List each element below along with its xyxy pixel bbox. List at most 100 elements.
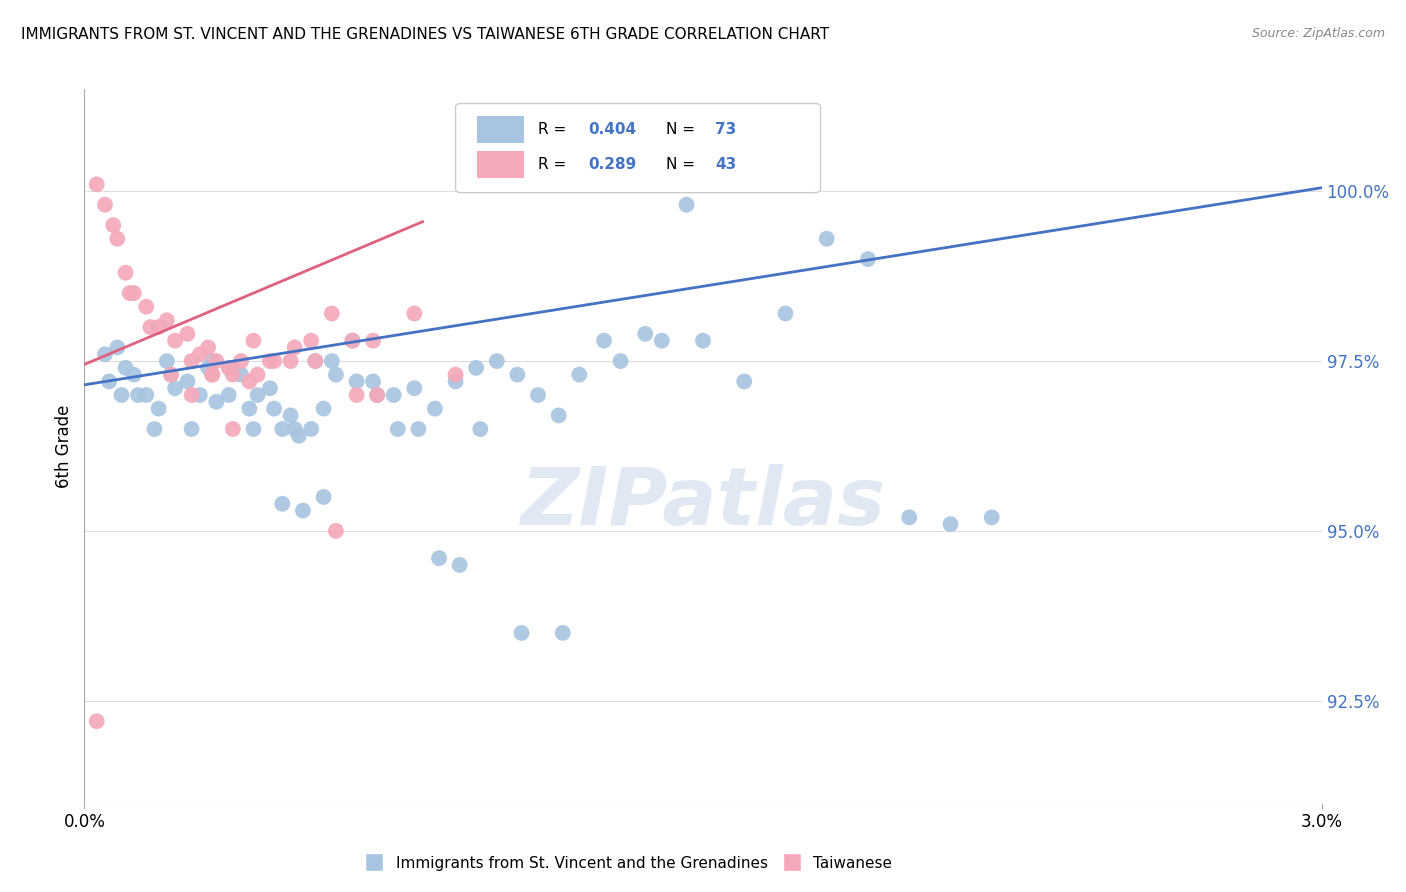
Point xyxy=(284,422,307,436)
Point xyxy=(408,422,430,436)
Point xyxy=(288,429,311,443)
Point xyxy=(449,558,471,572)
Point xyxy=(222,422,245,436)
Text: 43: 43 xyxy=(716,157,737,171)
Point xyxy=(201,354,224,368)
Text: Source: ZipAtlas.com: Source: ZipAtlas.com xyxy=(1251,27,1385,40)
Point xyxy=(86,178,108,192)
Point xyxy=(156,313,179,327)
Bar xyxy=(477,116,523,144)
Text: 0.404: 0.404 xyxy=(588,122,636,137)
Point xyxy=(122,286,145,301)
Point xyxy=(321,354,343,368)
Point xyxy=(229,354,252,368)
Point xyxy=(325,524,347,538)
Point xyxy=(366,388,388,402)
Point xyxy=(98,375,121,389)
Point xyxy=(280,409,302,423)
Point xyxy=(176,375,198,389)
Point xyxy=(271,497,294,511)
Point xyxy=(176,326,198,341)
Point xyxy=(122,368,145,382)
Point xyxy=(423,401,446,416)
Point xyxy=(218,388,240,402)
Point xyxy=(188,388,211,402)
Point xyxy=(939,517,962,532)
Point xyxy=(675,198,697,212)
Point xyxy=(201,368,224,382)
Point xyxy=(197,360,219,375)
Point xyxy=(980,510,1002,524)
Point xyxy=(165,334,187,348)
Point xyxy=(568,368,591,382)
Point xyxy=(143,422,166,436)
Point xyxy=(259,381,281,395)
Point xyxy=(246,388,269,402)
Point xyxy=(304,354,326,368)
Point xyxy=(609,354,631,368)
Point xyxy=(465,360,488,375)
Point xyxy=(299,422,322,436)
Text: R =: R = xyxy=(538,122,572,137)
Point xyxy=(148,401,170,416)
Point xyxy=(366,388,388,402)
Point xyxy=(651,334,673,348)
Point xyxy=(304,354,326,368)
Point xyxy=(815,232,838,246)
Point xyxy=(271,422,294,436)
Point xyxy=(427,551,450,566)
Point xyxy=(229,368,252,382)
Point xyxy=(692,334,714,348)
Point xyxy=(263,401,285,416)
Point xyxy=(547,409,569,423)
Y-axis label: 6th Grade: 6th Grade xyxy=(55,404,73,488)
Point xyxy=(312,401,335,416)
Point xyxy=(634,326,657,341)
Text: R =: R = xyxy=(538,157,572,171)
Point xyxy=(280,354,302,368)
Point xyxy=(218,360,240,375)
Point xyxy=(346,388,368,402)
Legend: Immigrants from St. Vincent and the Grenadines, Taiwanese: Immigrants from St. Vincent and the Gren… xyxy=(359,849,898,877)
Point xyxy=(361,334,384,348)
Point xyxy=(160,368,183,382)
Bar xyxy=(477,151,523,178)
Point xyxy=(103,218,125,232)
Point xyxy=(444,375,467,389)
Point xyxy=(325,368,347,382)
Point xyxy=(105,232,128,246)
Point xyxy=(205,394,228,409)
Point xyxy=(284,341,307,355)
Point xyxy=(346,375,368,389)
Point xyxy=(506,368,529,382)
Text: 73: 73 xyxy=(716,122,737,137)
Point xyxy=(291,503,314,517)
Point xyxy=(148,320,170,334)
Point xyxy=(118,286,141,301)
Point xyxy=(135,300,157,314)
Point xyxy=(387,422,409,436)
Point xyxy=(898,510,921,524)
Point xyxy=(242,422,264,436)
Point xyxy=(382,388,405,402)
Point xyxy=(222,368,245,382)
Point xyxy=(127,388,149,402)
Point xyxy=(321,306,343,320)
Point xyxy=(135,388,157,402)
Text: 0.289: 0.289 xyxy=(588,157,636,171)
Point xyxy=(593,334,616,348)
Point xyxy=(242,334,264,348)
Point xyxy=(312,490,335,504)
Point xyxy=(110,388,132,402)
Point xyxy=(180,388,202,402)
Point xyxy=(299,334,322,348)
Point xyxy=(342,334,364,348)
Point xyxy=(139,320,162,334)
Text: IMMIGRANTS FROM ST. VINCENT AND THE GRENADINES VS TAIWANESE 6TH GRADE CORRELATIO: IMMIGRANTS FROM ST. VINCENT AND THE GREN… xyxy=(21,27,830,42)
Point xyxy=(510,626,533,640)
Text: ZIPatlas: ZIPatlas xyxy=(520,464,886,542)
Point xyxy=(238,375,260,389)
Point xyxy=(114,360,136,375)
Point xyxy=(180,354,202,368)
Point xyxy=(94,347,117,361)
